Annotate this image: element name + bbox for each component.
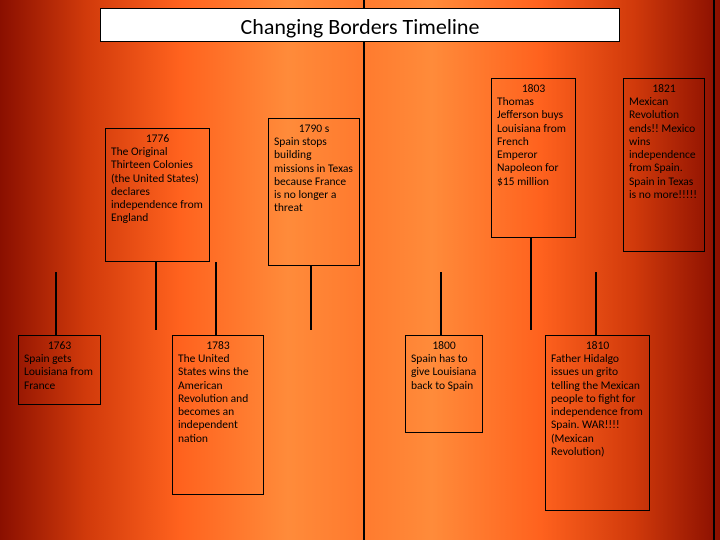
event-body: Spain has to give Louisiana back to Spai…	[411, 353, 477, 393]
event-box-e1810: 1810Father Hidalgo issues un grito telli…	[545, 335, 650, 511]
event-body: The Original Thirteen Colonies (the Unit…	[111, 146, 204, 225]
event-box-e1800: 1800Spain has to give Louisiana back to …	[405, 335, 483, 433]
event-body: Thomas Jefferson buys Louisiana from Fre…	[497, 96, 570, 189]
event-box-e1790s: 1790 sSpain stops building missions in T…	[268, 118, 360, 266]
timeline-tick	[595, 272, 597, 335]
event-body: Spain stops building missions in Texas b…	[274, 136, 354, 215]
timeline-tick	[440, 272, 442, 335]
timeline-tick	[215, 262, 217, 335]
event-box-e1783: 1783The United States wins the American …	[172, 335, 264, 495]
event-body: Father Hidalgo issues un grito telling t…	[551, 353, 644, 459]
right-divider-line	[713, 0, 715, 540]
event-box-e1803: 1803Thomas Jefferson buys Louisiana from…	[491, 78, 576, 238]
title-box: Changing Borders Timeline	[100, 8, 620, 42]
page-title: Changing Borders Timeline	[109, 13, 611, 40]
timeline-tick	[310, 266, 312, 330]
timeline-tick	[530, 238, 532, 330]
event-body: The United States wins the American Revo…	[178, 353, 258, 446]
timeline-tick	[55, 272, 57, 335]
event-box-e1821: 1821Mexican Revolution ends!! Mexico win…	[623, 78, 705, 252]
timeline-tick	[155, 262, 157, 330]
event-box-e1776: 1776The Original Thirteen Colonies (the …	[105, 128, 210, 262]
center-divider-line	[363, 0, 365, 540]
event-body: Spain gets Louisiana from France	[24, 353, 95, 393]
event-body: Mexican Revolution ends!! Mexico wins in…	[629, 96, 699, 202]
event-box-e1763: 1763Spain gets Louisiana from France	[18, 335, 101, 405]
